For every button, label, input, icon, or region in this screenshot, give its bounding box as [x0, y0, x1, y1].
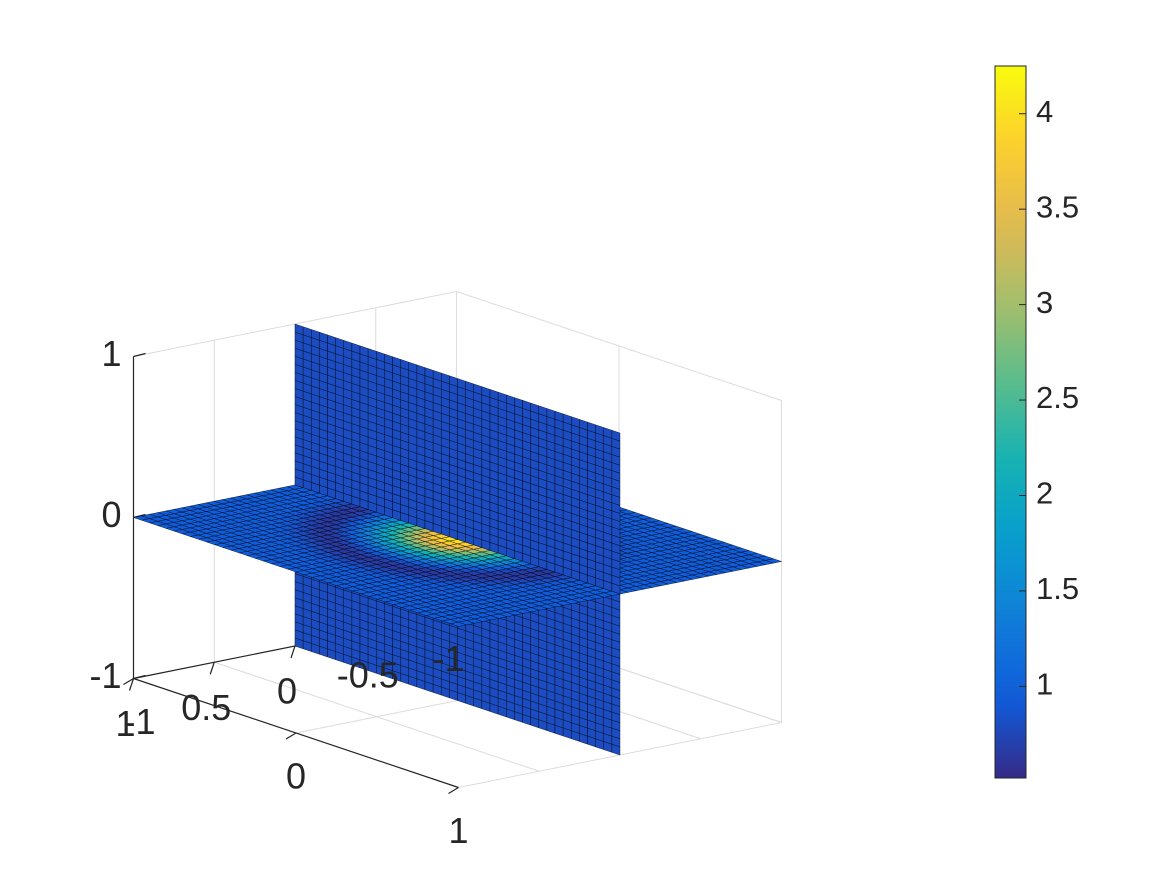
colorbar-bar — [994, 65, 1027, 779]
tick-label: -1 — [89, 655, 121, 696]
colorbar-tick-label: 3 — [1036, 285, 1053, 320]
tick-label: -1 — [124, 701, 156, 742]
x-tick-mark — [290, 645, 296, 659]
y-tick-mark — [285, 732, 297, 740]
y-tick-mark — [123, 677, 134, 686]
colorbar-tick-label: 2.5 — [1036, 380, 1079, 415]
colorbar: 1 1.5 2 2.5 3 3.5 4 — [994, 65, 1079, 779]
tick-label: 1 — [449, 810, 469, 851]
colorbar-tick-label: 3.5 — [1036, 189, 1079, 224]
grid-line — [456, 291, 782, 401]
tick-label: 1 — [115, 703, 135, 744]
colorbar-tick-label: 1 — [1036, 667, 1053, 702]
z-tick-mark — [133, 352, 146, 358]
tick-label: 0 — [277, 671, 297, 712]
colorbar-tick-label: 1.5 — [1036, 571, 1079, 606]
x-tick-mark — [209, 662, 215, 675]
colorbar-tick-label: 4 — [1036, 94, 1053, 129]
tick-label: -1 — [432, 638, 464, 679]
tick-label: 0.5 — [181, 687, 231, 728]
tick-label: 1 — [101, 333, 121, 374]
plane-face — [611, 429, 621, 442]
x-tick-mark — [128, 678, 135, 691]
y-tick-mark — [448, 786, 459, 795]
colorbar-tick-label: 2 — [1036, 476, 1053, 511]
surface-mesh — [132, 323, 783, 756]
z-tick-mark — [133, 674, 146, 680]
tick-label: 0 — [101, 494, 121, 535]
tick-label: -0.5 — [337, 654, 399, 695]
tick-label: 0 — [286, 756, 306, 797]
surface-face — [449, 621, 468, 627]
